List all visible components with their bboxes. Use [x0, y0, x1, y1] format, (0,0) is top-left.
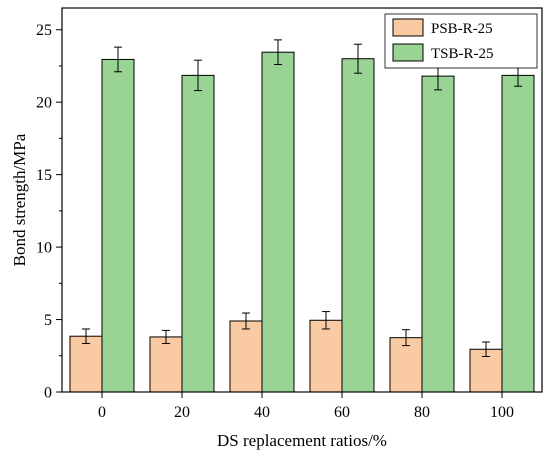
legend-label-tsb-r-25: TSB-R-25 [431, 46, 494, 62]
bar-psb-r-25-60 [309, 319, 343, 393]
legend-swatch-psb-r-25 [392, 18, 424, 37]
bar-tsb-r-25-60 [341, 58, 375, 393]
legend-swatch-tsb-r-25 [392, 43, 424, 62]
x-tick-label: 40 [254, 404, 270, 421]
bar-tsb-r-25-100 [501, 74, 535, 393]
y-tick-label: 25 [36, 22, 52, 39]
bars-group [69, 51, 535, 393]
plot-frame [61, 7, 543, 393]
y-tick-label: 0 [44, 385, 52, 402]
error-bars-group [82, 39, 522, 357]
y-axis: 0 5 10 15 20 25 [36, 22, 62, 402]
bar-psb-r-25-20 [149, 336, 183, 393]
bar-tsb-r-25-40 [261, 51, 295, 393]
x-tick-label: 60 [334, 404, 350, 421]
bar-psb-r-25-0 [69, 335, 103, 393]
y-tick-label: 20 [36, 95, 52, 112]
bar-psb-r-25-40 [229, 320, 263, 393]
legend-label-psb-r-25: PSB-R-25 [431, 21, 493, 37]
x-axis: 0 20 40 60 80 100 [98, 392, 514, 421]
bar-tsb-r-25-80 [421, 75, 455, 393]
x-tick-label: 80 [414, 404, 430, 421]
y-tick-label: 15 [36, 167, 52, 184]
x-tick-label: 20 [174, 404, 190, 421]
y-axis-title: Bond strength/MPa [10, 133, 29, 266]
y-tick-label: 10 [36, 240, 52, 257]
legend: PSB-R-25 TSB-R-25 [384, 13, 538, 69]
x-axis-title: DS replacement ratios/% [217, 431, 387, 450]
bar-tsb-r-25-0 [101, 58, 135, 393]
x-tick-label: 100 [490, 404, 514, 421]
bar-tsb-r-25-20 [181, 74, 215, 393]
x-tick-label: 0 [98, 404, 106, 421]
bar-psb-r-25-80 [389, 337, 423, 393]
y-tick-label: 5 [44, 312, 52, 329]
